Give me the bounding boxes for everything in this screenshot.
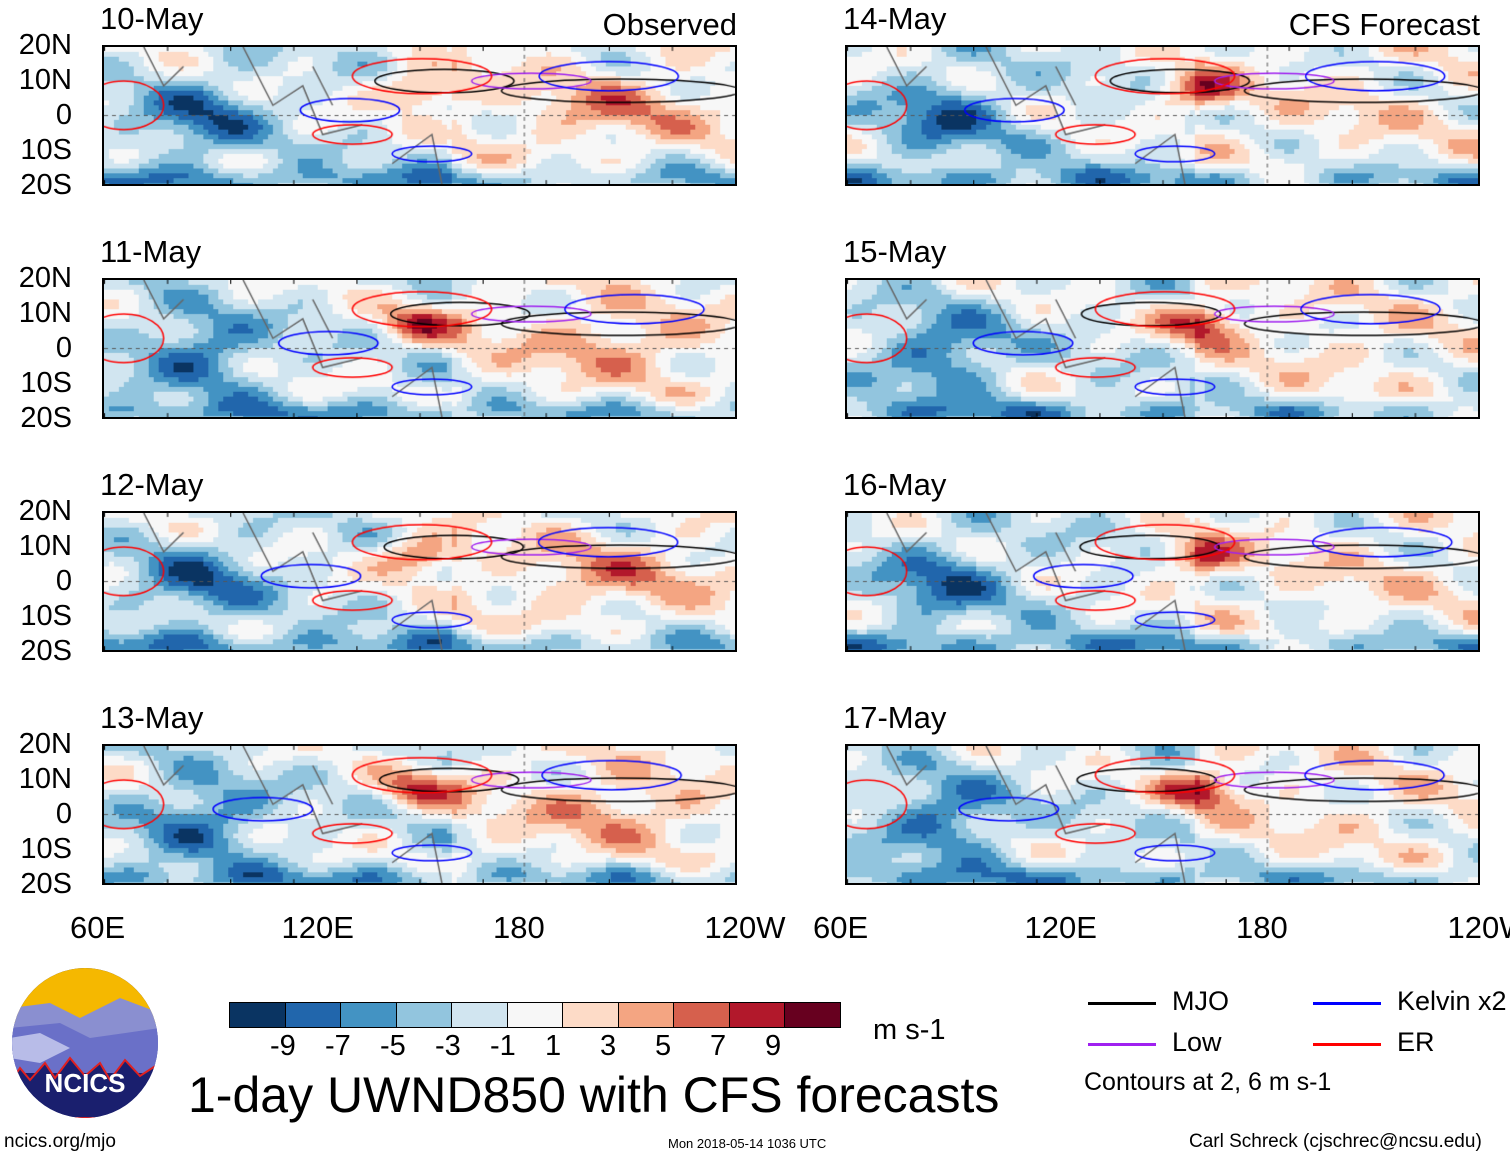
lat-label: 0 [55,565,72,597]
wind-anomaly-field [104,280,735,417]
lon-label: 60E [70,910,126,945]
wind-anomaly-field [104,513,735,650]
legend-label: Kelvin x2 [1397,986,1507,1016]
lon-label: 60E [813,910,869,945]
lon-label: 180 [493,910,545,945]
legend-line-mjo [1088,1002,1156,1005]
colorbar-swatch [452,1003,508,1027]
lat-label: 0 [55,99,72,131]
map-panel [845,45,1480,186]
map-panel [102,278,737,419]
colorbar-swatch [618,1003,674,1027]
lat-label: 20N [18,262,72,294]
lon-label: 120E [281,910,354,945]
lon-label: 120E [1024,910,1097,945]
figure-title: 1-day UWND850 with CFS forecasts [188,1067,1000,1123]
legend-line-er [1313,1043,1381,1046]
logo-text: NCICS [45,1068,126,1098]
legend-label: MJO [1172,986,1229,1016]
colorbar-swatch [674,1003,730,1027]
colorbar-tick: 9 [765,1030,782,1062]
colorbar-tick: -3 [435,1030,461,1062]
lat-label: 0 [55,798,72,830]
legend-label: ER [1397,1027,1435,1057]
lat-label: 10N [18,297,72,329]
lat-label: 10S [20,600,72,632]
map-panel [845,744,1480,885]
colorbar-tick: 5 [655,1030,672,1062]
lat-label: 20S [20,868,72,900]
panel-date: 14-May [843,1,947,36]
panel-date: 13-May [100,700,204,735]
map-panel [102,511,737,652]
lat-label: 0 [55,332,72,364]
wind-anomaly-field [847,47,1478,184]
map-panel [102,744,737,885]
footer-author: Carl Schreck (cjschrec@ncsu.edu) [1189,1131,1482,1152]
ncics-logo: NCICS [10,968,160,1118]
wind-anomaly-field [104,47,735,184]
lat-label: 20S [20,169,72,201]
map-panel [845,278,1480,419]
lat-label: 10N [18,530,72,562]
lat-label: 20S [20,402,72,434]
colorbar-tick: -5 [380,1030,406,1062]
colorbar-tick: 1 [545,1030,562,1062]
colorbar-swatch [285,1003,341,1027]
colorbar-swatch [396,1003,452,1027]
lat-label: 10S [20,367,72,399]
lat-label: 10N [18,64,72,96]
wind-anomaly-field [847,513,1478,650]
lat-label: 10S [20,833,72,865]
lat-label: 20N [18,728,72,760]
lat-label: 20N [18,29,72,61]
panel-date: 10-May [100,1,204,36]
lat-label: 20S [20,635,72,667]
lat-label: 10S [20,134,72,166]
lat-label: 10N [18,763,72,795]
colorbar-tick: -7 [325,1030,351,1062]
panel-tag: Observed [602,7,737,42]
legend-label: Low [1172,1027,1222,1057]
colorbar [229,1002,841,1028]
wind-anomaly-field [847,280,1478,417]
panel-date: 12-May [100,467,204,502]
wind-anomaly-field [104,746,735,883]
panel-date: 15-May [843,234,947,269]
colorbar-tick: 3 [600,1030,617,1062]
colorbar-units: m s-1 [873,1014,946,1046]
colorbar-tick: 7 [710,1030,727,1062]
colorbar-swatch [785,1003,840,1027]
panel-tag: CFS Forecast [1288,7,1480,42]
footer-timestamp: Mon 2018-05-14 1036 UTC [668,1136,827,1151]
wind-anomaly-field [847,746,1478,883]
panel-date: 11-May [100,234,202,269]
legend-line-low [1088,1043,1156,1046]
legend-line-kelvin-x2 [1313,1002,1381,1005]
contour-note: Contours at 2, 6 m s-1 [1084,1068,1332,1096]
lon-label: 120W [1447,910,1510,945]
colorbar-tick: -9 [270,1030,296,1062]
lon-label: 180 [1236,910,1288,945]
colorbar-swatch [230,1003,286,1027]
lat-label: 20N [18,495,72,527]
panel-date: 16-May [843,467,947,502]
map-panel [102,45,737,186]
colorbar-swatch [563,1003,619,1027]
colorbar-swatch [341,1003,397,1027]
colorbar-swatch [507,1003,563,1027]
colorbar-swatch [729,1003,785,1027]
footer-url[interactable]: ncics.org/mjo [4,1131,116,1152]
panel-date: 17-May [843,700,947,735]
colorbar-tick: -1 [490,1030,516,1062]
map-panel [845,511,1480,652]
lon-label: 120W [704,910,786,945]
